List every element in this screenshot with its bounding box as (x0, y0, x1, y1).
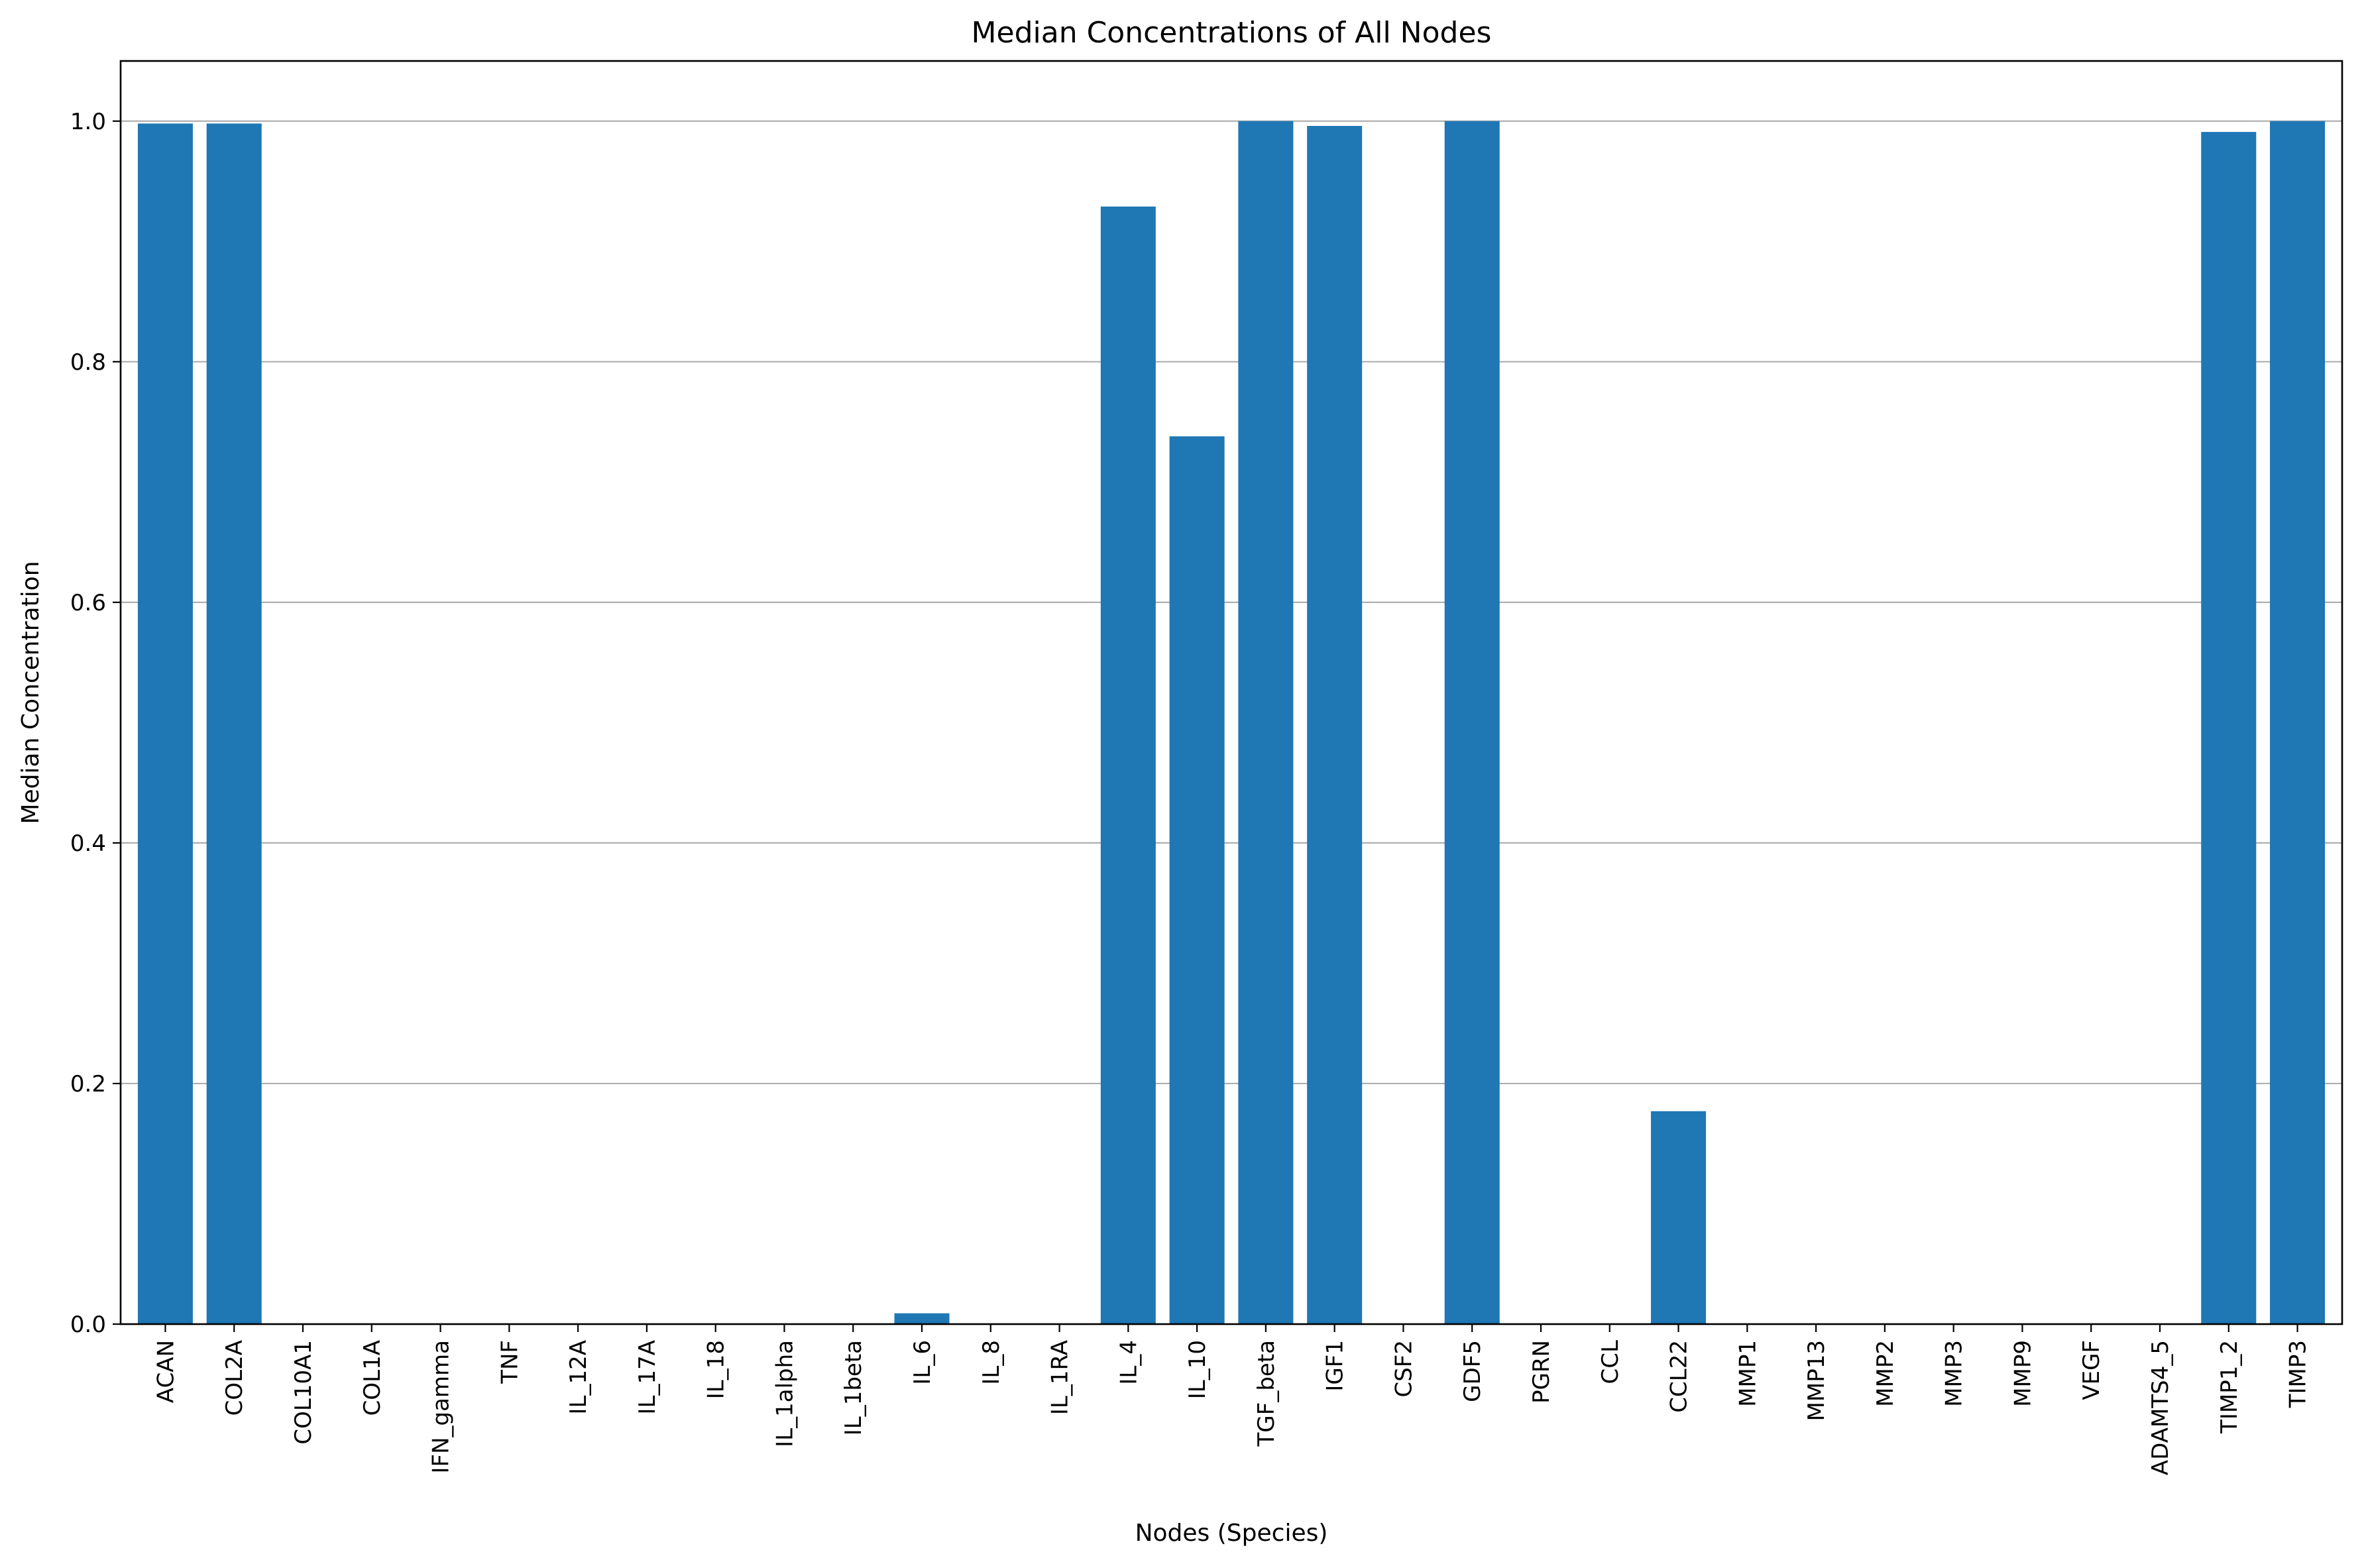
y-tick-label: 0.4 (70, 830, 106, 857)
bar (1307, 126, 1363, 1325)
x-tick-label: MMP3 (1941, 1340, 1968, 1407)
x-tick-label: TIMP1_2 (2216, 1340, 2243, 1434)
x-tick-label: IL_17A (634, 1340, 661, 1415)
bar (1444, 121, 1500, 1324)
x-axis-label: Nodes (Species) (1135, 1520, 1328, 1547)
x-tick-label: IFN_gamma (428, 1340, 455, 1474)
bar (137, 123, 193, 1325)
bar (1100, 206, 1156, 1324)
x-tick-label: CCL (1597, 1340, 1624, 1384)
x-axis-ticks: ACAN COL2A COL10A1 COL1A IFN_gamma TNF IL_12A I… (152, 1324, 2312, 1475)
x-tick-label: ACAN (152, 1340, 179, 1403)
x-tick-label: MMP13 (1803, 1340, 1830, 1421)
x-tick-label: TIMP3 (2285, 1340, 2312, 1408)
x-tick-label: COL10A1 (290, 1340, 317, 1445)
x-tick-label: IGF1 (1322, 1340, 1349, 1392)
plot-area-frame (119, 60, 2343, 1325)
y-tick-label: 1.0 (70, 109, 106, 135)
x-tick-label: MMP9 (2009, 1340, 2036, 1407)
chart-title: Median Concentrations of All Nodes (972, 16, 1492, 50)
bar (1169, 436, 1225, 1325)
x-tick-label: IL_18 (703, 1340, 730, 1399)
y-axis-ticks: 0.0 0.2 0.4 0.6 0.8 1.0 (70, 109, 121, 1338)
x-tick-label: TGF_beta (1253, 1340, 1280, 1447)
x-tick-label: IL_10 (1184, 1340, 1211, 1399)
x-tick-label: IL_4 (1115, 1340, 1142, 1385)
x-tick-label: CSF2 (1390, 1340, 1417, 1398)
x-tick-label: COL1A (359, 1340, 386, 1416)
y-tick-label: 0.0 (70, 1312, 106, 1338)
bar (1238, 121, 1294, 1324)
x-tick-label: PGRN (1528, 1340, 1555, 1404)
x-tick-label: VEGF (2078, 1340, 2105, 1400)
x-tick-label: CCL22 (1666, 1340, 1693, 1413)
x-tick-label: IL_1beta (840, 1340, 867, 1435)
x-tick-label: IL_8 (978, 1340, 1005, 1385)
bars (137, 121, 2326, 1325)
x-tick-label: COL2A (221, 1340, 248, 1416)
grid-lines (121, 120, 2342, 1325)
bar (2201, 132, 2257, 1325)
x-tick-label: IL_1RA (1047, 1340, 1074, 1415)
y-tick-label: 0.2 (70, 1071, 106, 1097)
x-tick-label: IL_6 (909, 1340, 936, 1385)
x-tick-label: ADAMTS4_5 (2147, 1340, 2174, 1475)
x-tick-label: GDF5 (1459, 1340, 1486, 1402)
bar (2270, 121, 2326, 1324)
x-tick-label: IL_1alpha (771, 1340, 798, 1447)
bar (894, 1313, 950, 1324)
y-axis-label: Median Concentration (17, 561, 44, 824)
y-tick-label: 0.6 (70, 590, 106, 616)
x-tick-label: MMP1 (1734, 1340, 1761, 1407)
x-tick-label: TNF (496, 1340, 523, 1384)
x-tick-label: IL_12A (565, 1340, 592, 1415)
y-tick-label: 0.8 (70, 349, 106, 376)
bar (1651, 1111, 1707, 1324)
x-tick-label: MMP2 (1872, 1340, 1899, 1407)
bar (206, 123, 262, 1325)
